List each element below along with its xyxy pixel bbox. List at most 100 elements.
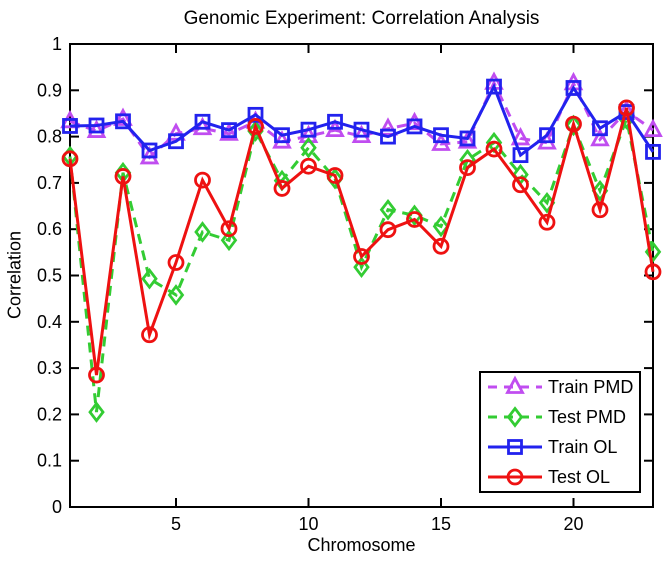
diamond-marker bbox=[326, 167, 344, 190]
square-marker bbox=[62, 118, 78, 134]
circle-marker bbox=[406, 211, 423, 228]
circle-marker bbox=[432, 237, 450, 255]
square-marker bbox=[565, 80, 582, 96]
y-tick-label: 0.1 bbox=[37, 451, 62, 471]
circle-marker bbox=[644, 263, 662, 281]
series-line bbox=[69, 82, 655, 158]
diamond-marker bbox=[141, 267, 158, 290]
circle-marker bbox=[61, 150, 79, 168]
circle-marker bbox=[506, 468, 524, 486]
x-tick-label: 10 bbox=[298, 514, 318, 534]
series-line bbox=[69, 79, 654, 160]
diamond-marker bbox=[194, 221, 211, 243]
legend-label: Train PMD bbox=[548, 377, 633, 397]
x-tick-label: 5 bbox=[171, 514, 181, 534]
circle-marker bbox=[565, 115, 582, 133]
square-marker bbox=[486, 78, 502, 95]
triangle-marker bbox=[590, 127, 610, 147]
triangle-marker bbox=[404, 111, 425, 131]
triangle-marker bbox=[166, 122, 186, 141]
triangle-marker bbox=[113, 107, 133, 126]
diamond-marker bbox=[538, 192, 556, 214]
y-tick-label: 0.6 bbox=[37, 219, 62, 239]
y-tick-label: 0.3 bbox=[37, 358, 62, 378]
circle-marker bbox=[300, 157, 317, 175]
y-tick-label: 0.4 bbox=[37, 312, 62, 332]
chart-title: Genomic Experiment: Correlation Analysis bbox=[183, 8, 540, 29]
y-tick-label: 0.8 bbox=[37, 127, 62, 147]
triangle-marker bbox=[510, 126, 531, 146]
circle-marker bbox=[485, 140, 503, 158]
square-marker bbox=[507, 439, 523, 455]
triangle-marker bbox=[192, 116, 213, 136]
legend-entry: Train PMD bbox=[488, 375, 633, 397]
legend-label: Test PMD bbox=[548, 407, 626, 427]
circle-marker bbox=[326, 167, 344, 184]
circle-marker bbox=[512, 176, 529, 194]
circle-marker bbox=[194, 171, 211, 189]
triangle-marker bbox=[643, 118, 663, 138]
square-marker bbox=[539, 127, 555, 144]
diamond-marker bbox=[432, 215, 450, 238]
square-marker bbox=[592, 120, 608, 137]
y-tick-label: 0.2 bbox=[37, 404, 62, 424]
triangle-marker bbox=[219, 122, 239, 141]
triangle-marker bbox=[351, 124, 372, 144]
circle-marker bbox=[247, 118, 264, 135]
diamond-marker bbox=[167, 284, 185, 306]
circle-marker bbox=[538, 213, 556, 231]
square-marker bbox=[353, 121, 370, 138]
square-marker bbox=[274, 127, 290, 144]
diamond-marker bbox=[379, 198, 397, 221]
square-marker bbox=[168, 133, 184, 150]
legend: Train PMD Test PMD Train OL Test OL bbox=[479, 371, 641, 493]
x-tick-label: 20 bbox=[563, 514, 583, 534]
plot-box bbox=[69, 43, 654, 508]
y-tick-label: 0.9 bbox=[37, 80, 62, 100]
triangle-marker bbox=[86, 119, 107, 138]
diamond-marker bbox=[353, 256, 370, 278]
series-train-ol bbox=[62, 78, 661, 164]
square-marker bbox=[380, 128, 396, 145]
circle-marker bbox=[379, 221, 397, 239]
y-tick-label: 1 bbox=[52, 34, 62, 54]
circle-marker bbox=[88, 366, 105, 384]
square-marker bbox=[221, 122, 237, 139]
legend-entry: Test OL bbox=[488, 467, 610, 487]
diamond-marker bbox=[565, 114, 582, 137]
circle-marker bbox=[273, 180, 291, 197]
diamond-marker bbox=[300, 136, 317, 159]
legend-entry: Test PMD bbox=[488, 406, 626, 428]
y-tick-label: 0.5 bbox=[37, 266, 62, 286]
square-marker bbox=[141, 142, 158, 159]
circle-marker bbox=[220, 220, 238, 238]
circle-marker bbox=[353, 248, 370, 265]
diamond-marker bbox=[506, 406, 524, 428]
y-tick-label: 0.7 bbox=[37, 173, 62, 193]
triangle-marker bbox=[272, 130, 292, 149]
x-tick-label: 15 bbox=[431, 514, 451, 534]
square-marker bbox=[88, 117, 105, 134]
triangle-marker bbox=[457, 130, 478, 149]
circle-marker bbox=[167, 254, 185, 271]
y-axis-label: Correlation bbox=[4, 230, 25, 320]
square-marker bbox=[247, 106, 264, 123]
y-tick-label: 0 bbox=[52, 497, 62, 517]
circle-marker bbox=[114, 168, 132, 185]
square-marker bbox=[645, 143, 661, 160]
triangle-marker bbox=[298, 124, 319, 144]
series-line bbox=[68, 107, 655, 376]
square-marker bbox=[115, 113, 131, 130]
diamond-marker bbox=[220, 229, 238, 252]
legend-label: Train OL bbox=[548, 437, 617, 457]
circle-marker bbox=[459, 159, 476, 177]
series-line bbox=[68, 113, 655, 413]
circle-marker bbox=[141, 326, 158, 344]
circle-marker bbox=[591, 201, 609, 219]
legend-entry: Train OL bbox=[488, 437, 617, 457]
square-marker bbox=[433, 127, 449, 144]
legend-label: Test OL bbox=[548, 467, 610, 487]
square-marker bbox=[327, 113, 343, 130]
